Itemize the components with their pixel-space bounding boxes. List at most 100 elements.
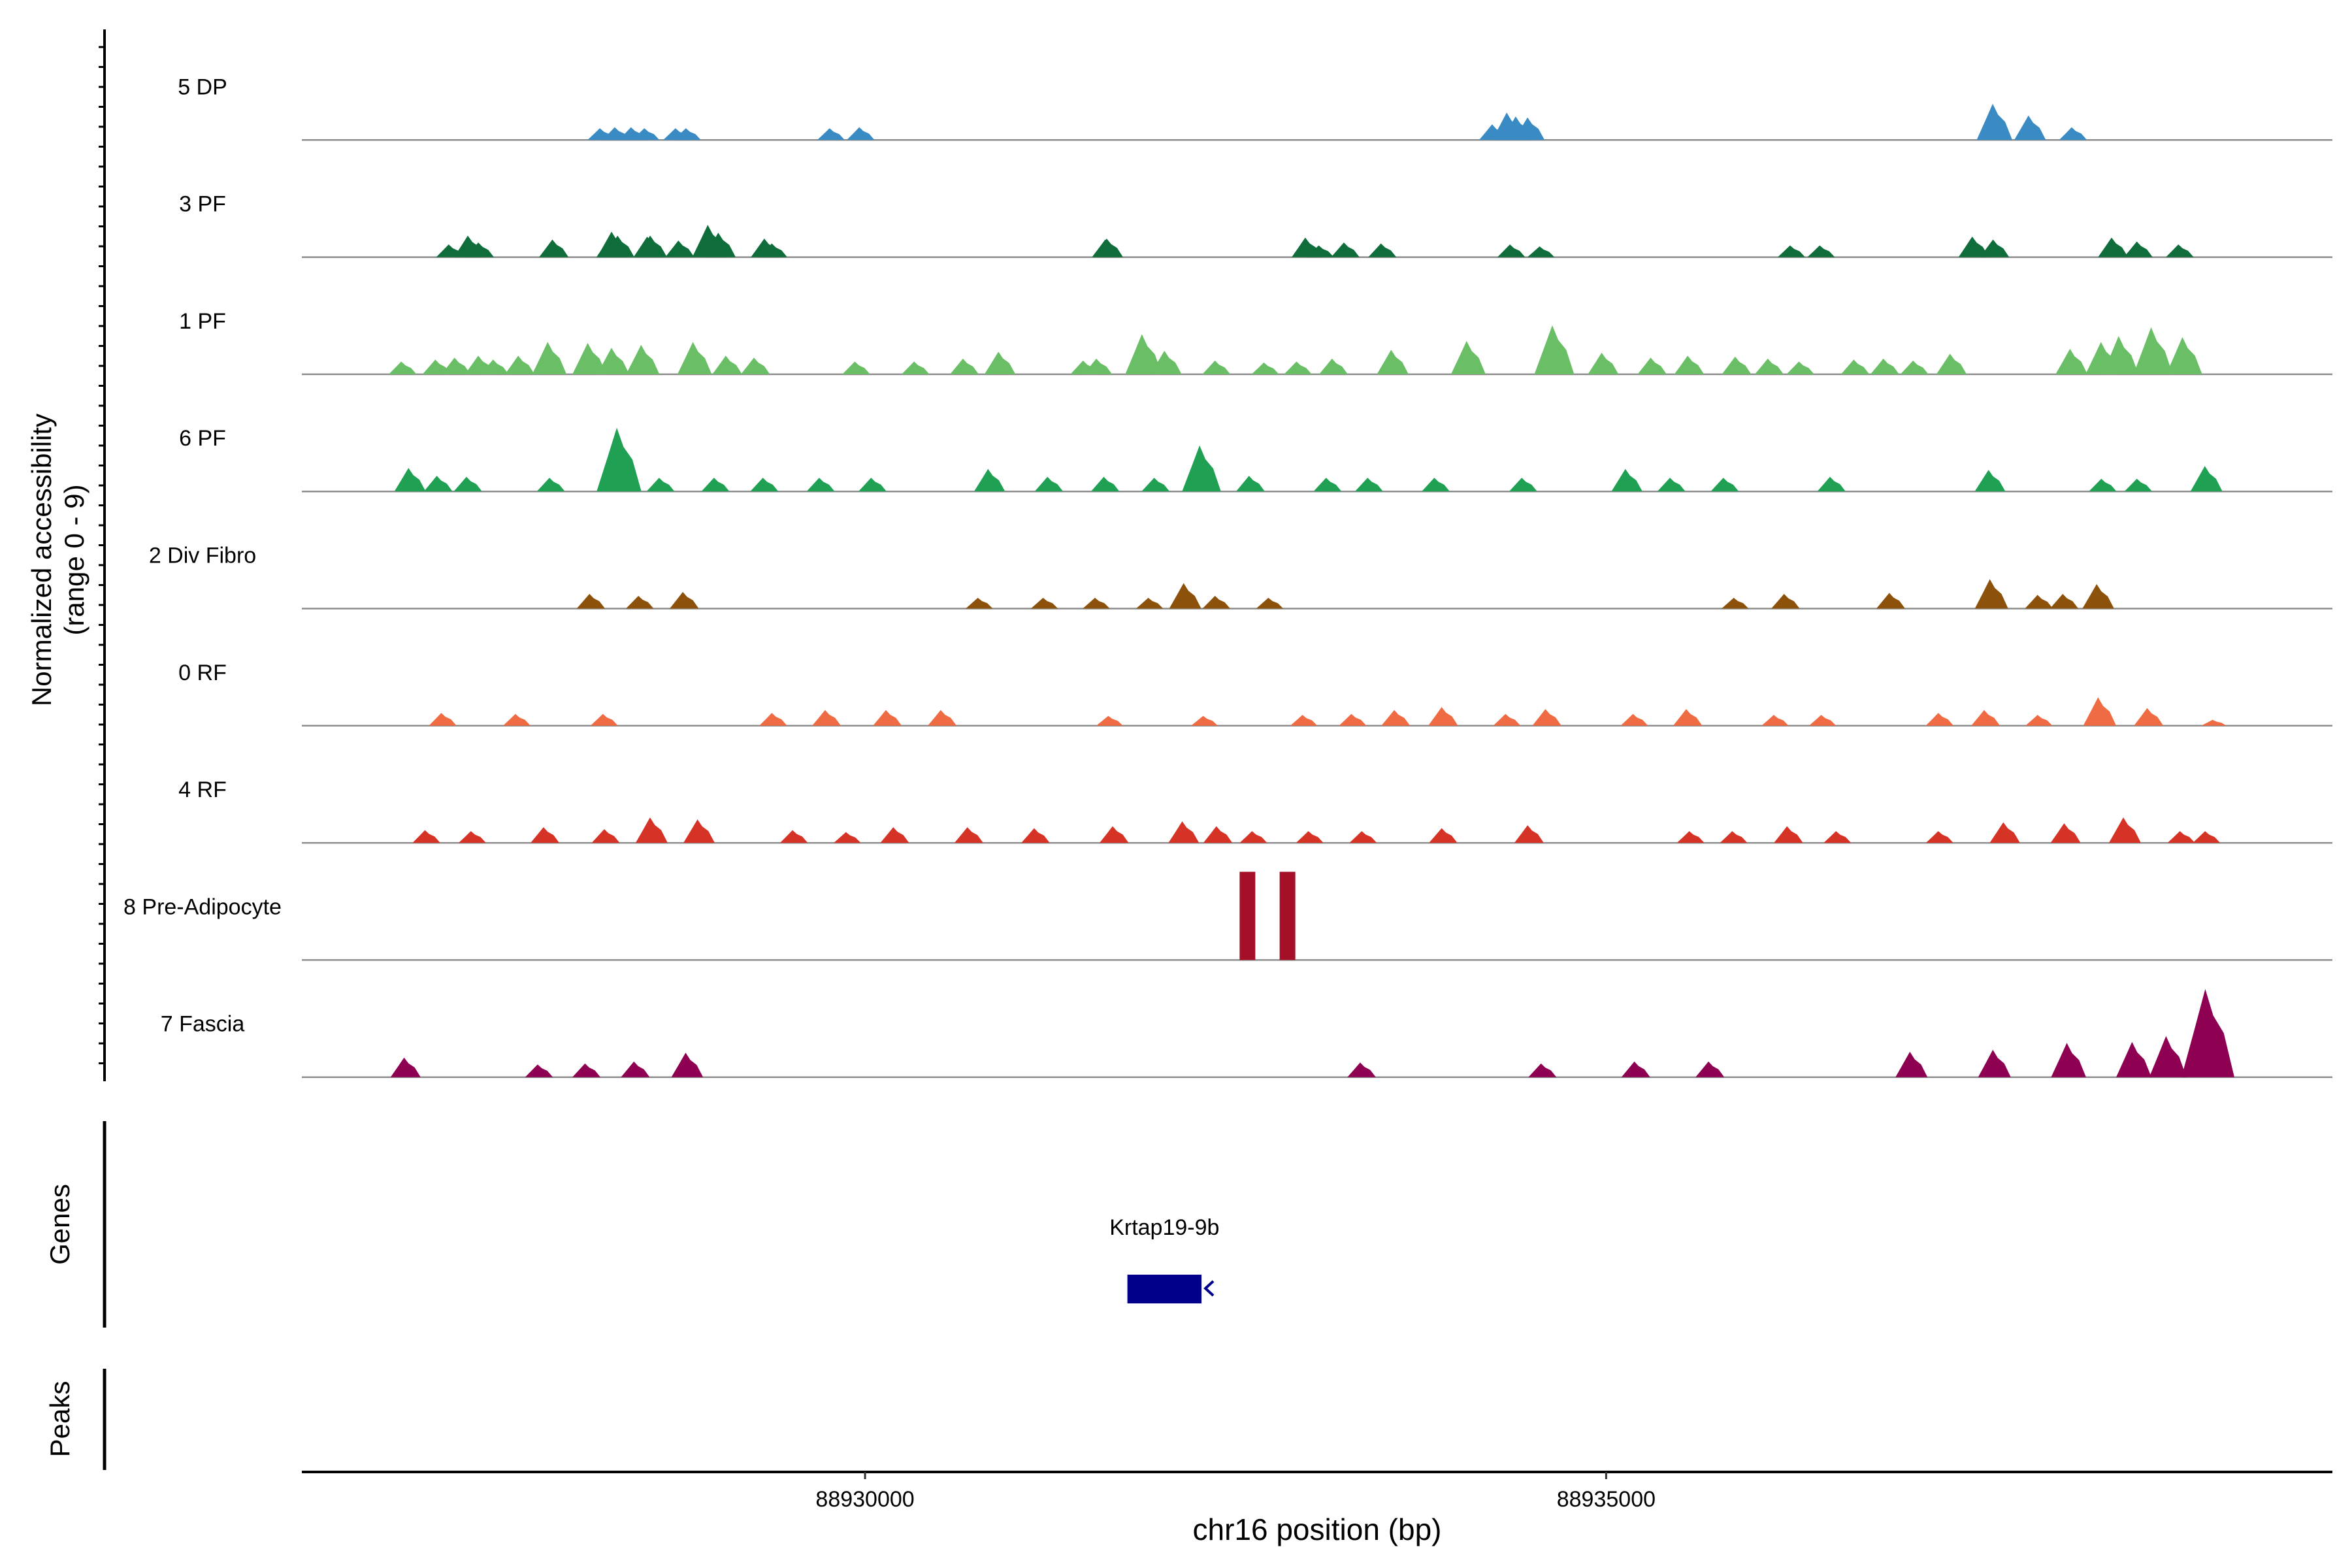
coverage-peak	[394, 468, 426, 492]
coverage-peak	[2201, 719, 2227, 726]
coverage-peak	[1657, 478, 1686, 492]
coverage-peak	[635, 817, 668, 843]
coverage-peak	[572, 342, 607, 374]
coverage-peak	[2166, 336, 2202, 374]
coverage-peak	[389, 361, 417, 374]
coverage-peak	[1710, 478, 1739, 492]
coverage-peak	[1368, 243, 1397, 257]
coverage-peak	[429, 713, 457, 726]
y-axis-line	[99, 29, 106, 1081]
coverage-peak	[701, 478, 730, 492]
coverage-peak	[1313, 478, 1342, 492]
coverage-peak	[1637, 357, 1667, 374]
x-tick-label: 88930000	[815, 1487, 914, 1512]
coverage-peak	[1182, 445, 1221, 492]
coverage-peak	[1331, 242, 1360, 257]
coverage-peak	[973, 468, 1005, 492]
coverage-peak	[2124, 478, 2153, 492]
coverage-peak	[632, 128, 660, 140]
coverage-peak	[539, 239, 569, 257]
coverage-peak	[806, 478, 835, 492]
gene-body	[1127, 1275, 1202, 1303]
coverage-peak	[1673, 709, 1703, 726]
coverage-peak	[1168, 821, 1200, 843]
coverage-peak	[2108, 817, 2141, 843]
gene-label: Krtap19-9b	[1109, 1215, 1219, 1240]
peaks-panel-label: Peaks	[44, 1381, 75, 1458]
coverage-peak	[531, 827, 560, 843]
track-2-div-fibro: 2 Div Fibro	[149, 544, 2332, 610]
coverage-peak	[1976, 103, 2013, 140]
coverage-peak	[1235, 476, 1265, 492]
track-label: 1 PF	[179, 309, 226, 334]
coverage-peak	[2167, 831, 2195, 843]
coverage-peak	[1141, 478, 1170, 492]
coverage-peak	[1870, 358, 1899, 374]
coverage-peak	[1774, 826, 1803, 843]
coverage-peak	[812, 710, 841, 726]
coverage-peak	[954, 827, 983, 843]
track-0-rf: 0 RF	[178, 661, 2332, 727]
coverage-peak	[1817, 476, 1846, 492]
coverage-peak	[1621, 1061, 1650, 1077]
coverage-peak	[1925, 713, 1954, 726]
coverage-peak	[1202, 596, 1230, 609]
y-axis-title-line-1: Normalized accessibility	[26, 414, 57, 706]
coverage-peak	[1030, 598, 1058, 609]
coverage-peak	[847, 127, 875, 140]
coverage-peak	[1497, 244, 1526, 257]
coverage-peak	[2083, 697, 2117, 726]
coverage-peak	[603, 235, 634, 257]
coverage-peak	[1021, 828, 1050, 843]
coverage-peak	[532, 342, 567, 374]
coverage-peak	[596, 348, 630, 374]
coverage-peak	[423, 476, 453, 492]
coverage-peak	[1090, 476, 1120, 492]
track-label: 0 RF	[178, 661, 227, 685]
track-label: 4 RF	[178, 777, 227, 802]
coverage-peak	[1318, 358, 1348, 374]
coverage-peak	[740, 357, 770, 374]
coverage-peak	[966, 598, 993, 609]
genes-panel-label: Genes	[44, 1184, 75, 1265]
coverage-peak	[712, 355, 742, 374]
coverage-peak	[1722, 356, 1752, 374]
coverage-peak	[2098, 237, 2129, 257]
coverage-peak	[2181, 988, 2234, 1077]
x-tick-label: 88935000	[1557, 1487, 1656, 1512]
track-label: 8 Pre-Adipocyte	[123, 894, 282, 919]
coverage-peak	[621, 1061, 650, 1077]
coverage-peak	[677, 342, 712, 374]
coverage-peak	[1349, 831, 1377, 843]
coverage-peak	[2102, 336, 2139, 374]
coverage-peak	[591, 829, 620, 843]
coverage-peak	[1720, 831, 1748, 843]
coverage-peak	[1191, 715, 1218, 726]
coverage-peak	[1620, 713, 1648, 726]
coverage-peak	[504, 355, 535, 374]
coverage-peak	[1611, 468, 1642, 492]
coverage-peak	[779, 830, 808, 843]
coverage-peak	[1588, 352, 1619, 374]
coverage-peak	[1203, 826, 1233, 843]
coverage-peak	[1256, 598, 1284, 609]
coverage-peak	[1721, 598, 1749, 609]
coverage-peak	[1674, 355, 1705, 374]
coverage-peak	[2025, 595, 2053, 609]
coverage-peak	[1381, 710, 1411, 726]
coverage-peak	[1125, 334, 1162, 374]
coverage-peak	[1279, 872, 1296, 960]
coverage-peak	[1527, 246, 1555, 257]
gene-krtap19-9b: Krtap19-9b	[1109, 1215, 1219, 1303]
coverage-peak	[1676, 831, 1705, 843]
coverage-peak	[2089, 478, 2117, 492]
coverage-peak	[2055, 348, 2088, 374]
coverage-peak	[1296, 831, 1324, 843]
track-panels: 5 DP 3 PF 1 PF 6 PF 2 Div Fibro 0 RF 4 RF 8 Pre…	[123, 74, 2332, 1078]
track-label: 3 PF	[179, 192, 226, 217]
coverage-peak	[2050, 594, 2079, 609]
y-axis-title-line-2: (range 0 - 9)	[59, 484, 90, 635]
coverage-peak	[1099, 826, 1129, 843]
coverage-peak	[1895, 1051, 1928, 1077]
coverage-peak	[2116, 1041, 2152, 1077]
